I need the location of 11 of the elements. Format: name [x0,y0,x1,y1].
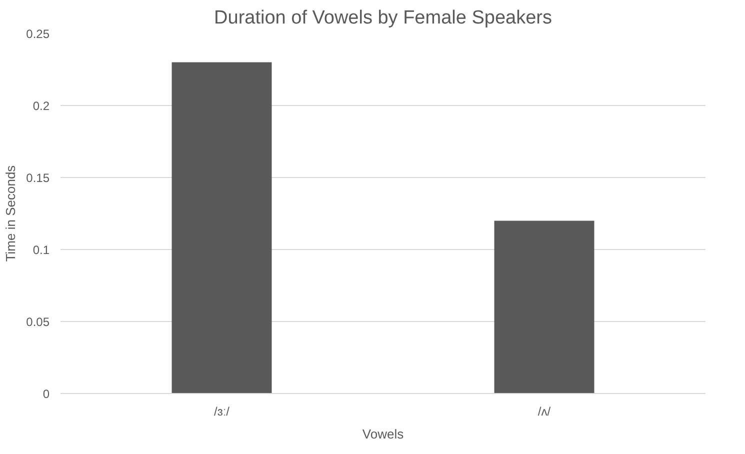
x-tick-label: /ʌ/ [538,404,552,418]
y-tick-label: 0.1 [32,243,50,257]
y-tick-label: 0 [42,387,50,401]
y-tick-label: 0.25 [26,27,50,41]
y-tick-label: 0.05 [26,315,50,329]
y-axis-title: Time in Seconds [3,164,18,262]
y-tick-label: 0.2 [32,99,50,113]
y-tick-label: 0.15 [26,171,50,185]
x-axis-title: Vowels [362,426,404,442]
chart-title: Duration of Vowels by Female Speakers [214,8,552,28]
x-tick-label: /ɜː/ [214,404,230,418]
